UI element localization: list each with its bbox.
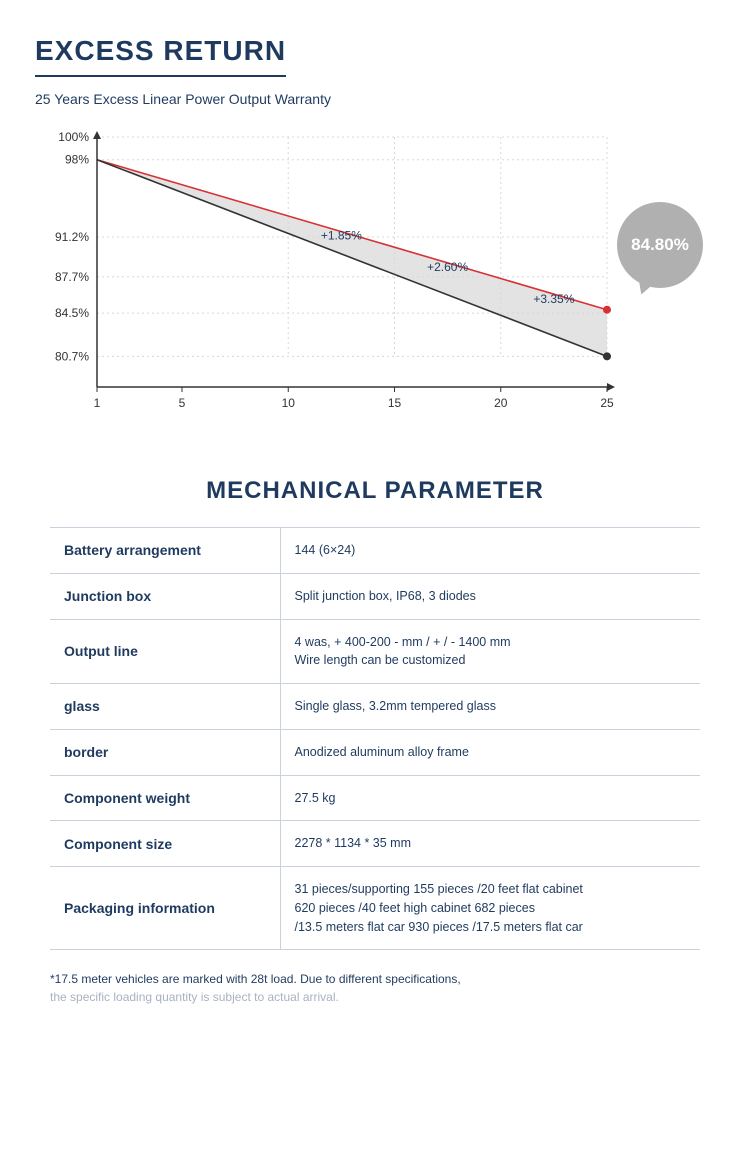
footnote-line2: the specific loading quantity is subject…: [50, 988, 700, 1006]
svg-text:15: 15: [388, 396, 402, 410]
table-row: glassSingle glass, 3.2mm tempered glass: [50, 684, 700, 730]
svg-text:91.2%: 91.2%: [55, 230, 89, 244]
warranty-chart: 100%98%91.2%87.7%84.5%80.7%1510152025+1.…: [35, 127, 695, 437]
table-row: Component size2278 * 1134 * 35 mm: [50, 821, 700, 867]
table-row: Battery arrangement144 (6×24): [50, 528, 700, 574]
svg-text:100%: 100%: [58, 130, 89, 144]
svg-text:+1.85%: +1.85%: [321, 228, 362, 242]
table-row: Junction boxSplit junction box, IP68, 3 …: [50, 573, 700, 619]
svg-text:+3.35%: +3.35%: [533, 292, 574, 306]
param-value: Split junction box, IP68, 3 diodes: [280, 573, 700, 619]
page-title: EXCESS RETURN: [35, 35, 286, 77]
table-row: borderAnodized aluminum alloy frame: [50, 729, 700, 775]
svg-text:84.5%: 84.5%: [55, 306, 89, 320]
svg-text:80.7%: 80.7%: [55, 349, 89, 363]
svg-text:20: 20: [494, 396, 508, 410]
param-value: 2278 * 1134 * 35 mm: [280, 821, 700, 867]
param-value: 4 was, + 400-200 - mm / + / - 1400 mmWir…: [280, 619, 700, 684]
svg-text:98%: 98%: [65, 153, 89, 167]
param-value: Anodized aluminum alloy frame: [280, 729, 700, 775]
svg-text:87.7%: 87.7%: [55, 270, 89, 284]
table-row: Component weight27.5 kg: [50, 775, 700, 821]
section-title-mechanical: MECHANICAL PARAMETER: [35, 477, 715, 505]
param-value: 31 pieces/supporting 155 pieces /20 feet…: [280, 867, 700, 950]
param-label: Output line: [50, 619, 280, 684]
callout-value: 84.80%: [631, 235, 689, 255]
param-value: Single glass, 3.2mm tempered glass: [280, 684, 700, 730]
footnote: *17.5 meter vehicles are marked with 28t…: [50, 970, 700, 1006]
param-label: Component size: [50, 821, 280, 867]
table-row: Packaging information31 pieces/supportin…: [50, 867, 700, 950]
param-label: glass: [50, 684, 280, 730]
svg-text:1: 1: [94, 396, 101, 410]
param-label: border: [50, 729, 280, 775]
footnote-line1: *17.5 meter vehicles are marked with 28t…: [50, 970, 700, 988]
param-label: Packaging information: [50, 867, 280, 950]
page-subtitle: 25 Years Excess Linear Power Output Warr…: [35, 91, 715, 107]
svg-text:25: 25: [600, 396, 614, 410]
svg-text:10: 10: [282, 396, 296, 410]
svg-text:5: 5: [179, 396, 186, 410]
mechanical-table: Battery arrangement144 (6×24)Junction bo…: [50, 527, 700, 950]
param-value: 27.5 kg: [280, 775, 700, 821]
param-label: Junction box: [50, 573, 280, 619]
param-label: Component weight: [50, 775, 280, 821]
svg-text:+2.60%: +2.60%: [427, 260, 468, 274]
param-value: 144 (6×24): [280, 528, 700, 574]
param-label: Battery arrangement: [50, 528, 280, 574]
table-row: Output line4 was, + 400-200 - mm / + / -…: [50, 619, 700, 684]
callout-bubble: 84.80%: [617, 202, 703, 288]
